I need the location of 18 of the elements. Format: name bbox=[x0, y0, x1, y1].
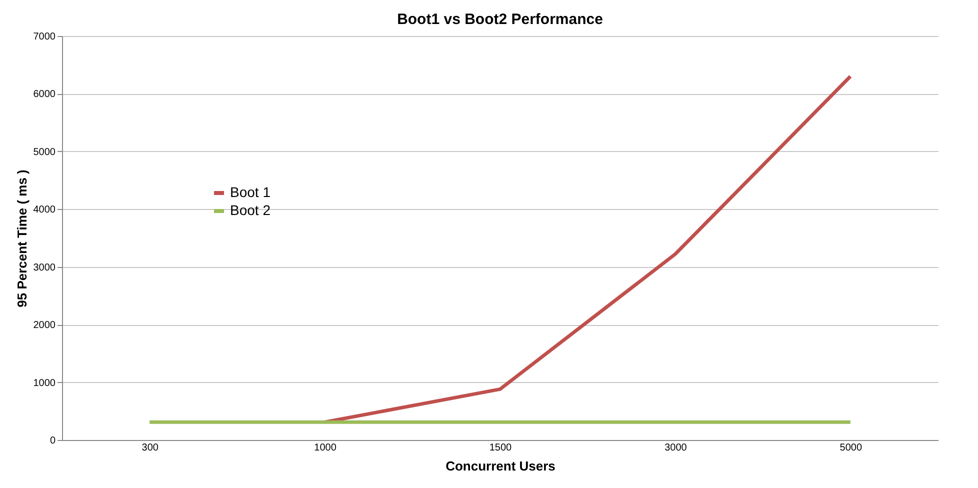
y-tick-label: 6000 bbox=[33, 89, 56, 100]
y-tick-label: 1000 bbox=[33, 378, 56, 389]
x-tick-label: 5000 bbox=[840, 442, 862, 454]
legend-label: Boot 2 bbox=[230, 202, 271, 218]
legend-label: Boot 1 bbox=[230, 184, 271, 200]
y-tick-label: 3000 bbox=[33, 262, 56, 274]
y-tick-label: 5000 bbox=[33, 146, 56, 158]
y-tick-label: 0 bbox=[50, 436, 56, 446]
x-tick-label: 1000 bbox=[314, 442, 337, 454]
chart-title: Boot1 vs Boot2 Performance bbox=[397, 11, 603, 28]
x-tick-label: 3000 bbox=[664, 442, 688, 454]
x-tick-label: 300 bbox=[142, 442, 159, 454]
y-tick-label: 2000 bbox=[33, 320, 56, 332]
y-tick-label: 4000 bbox=[33, 204, 56, 216]
y-axis-title: 95 Percent Time ( ms ) bbox=[14, 170, 30, 308]
x-axis-title: Concurrent Users bbox=[446, 458, 556, 474]
x-tick-label: 1500 bbox=[489, 442, 512, 454]
y-tick-label: 7000 bbox=[33, 32, 56, 42]
